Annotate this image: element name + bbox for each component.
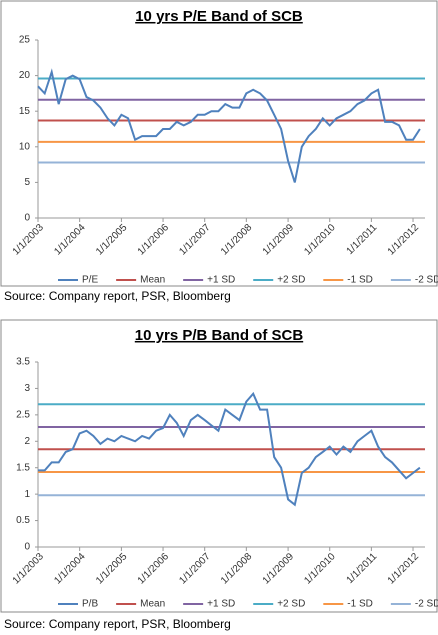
x-tick-label: 1/1/2004 [52,551,88,587]
x-tick-label: 1/1/2012 [386,551,422,587]
y-tick-label: 15 [19,106,31,117]
y-tick-label: 0 [24,213,30,224]
y-tick-label: 3.5 [16,357,30,368]
y-tick-label: 25 [19,35,31,46]
chart-frame [0,0,438,287]
x-tick-label: 1/1/2007 [177,222,213,258]
x-tick-label: 1/1/2008 [219,551,255,587]
y-tick-label: 0 [24,542,30,553]
source-note: Source: Company report, PSR, Bloomberg [4,617,231,631]
legend-label: +1 SD [207,275,235,286]
x-tick-label: 1/1/2010 [302,551,338,587]
chart-title: 10 yrs P/B Band of SCB [135,327,304,344]
y-tick-label: 1 [24,489,30,500]
series-line [37,68,421,183]
x-tick-label: 1/1/2006 [136,551,172,587]
x-tick-label: 1/1/2008 [219,222,255,258]
x-tick-label: 1/1/2006 [136,222,172,258]
x-tick-label: 1/1/2011 [345,222,380,257]
legend-label: +2 SD [277,599,305,610]
y-tick-label: 10 [19,141,31,152]
legend-label: -2 SD [415,275,438,286]
y-tick-label: 2 [24,436,30,447]
legend-label: P/B [82,599,98,610]
x-tick-label: 1/1/2004 [52,222,88,258]
y-tick-label: 5 [24,177,30,188]
legend-label: Mean [140,599,165,610]
y-tick-label: 20 [19,70,31,81]
x-tick-label: 1/1/2009 [261,551,297,587]
x-tick-label: 1/1/2011 [345,551,380,586]
legend-label: +2 SD [277,275,305,286]
x-tick-label: 1/1/2012 [386,222,422,258]
y-tick-label: 3 [24,383,30,394]
legend-label: -1 SD [347,275,373,286]
y-tick-label: 1.5 [16,462,30,473]
x-tick-label: 1/1/2003 [11,222,47,258]
legend-label: P/E [82,275,98,286]
legend-label: -2 SD [415,599,438,610]
chart-title: 10 yrs P/E Band of SCB [135,8,303,25]
x-tick-label: 1/1/2009 [261,222,297,258]
y-tick-label: 2.5 [16,409,30,420]
legend-label: +1 SD [207,599,235,610]
source-note: Source: Company report, PSR, Bloomberg [4,289,231,303]
x-tick-label: 1/1/2010 [302,222,338,258]
series-line [38,391,421,507]
legend-label: -1 SD [347,599,373,610]
chart-frame [0,319,438,613]
x-tick-label: 1/1/2005 [94,222,130,258]
x-tick-label: 1/1/2007 [177,551,213,587]
legend-label: Mean [140,275,165,286]
x-tick-label: 1/1/2003 [11,551,47,587]
x-tick-label: 1/1/2005 [94,551,130,587]
y-tick-label: 0.5 [16,515,30,526]
